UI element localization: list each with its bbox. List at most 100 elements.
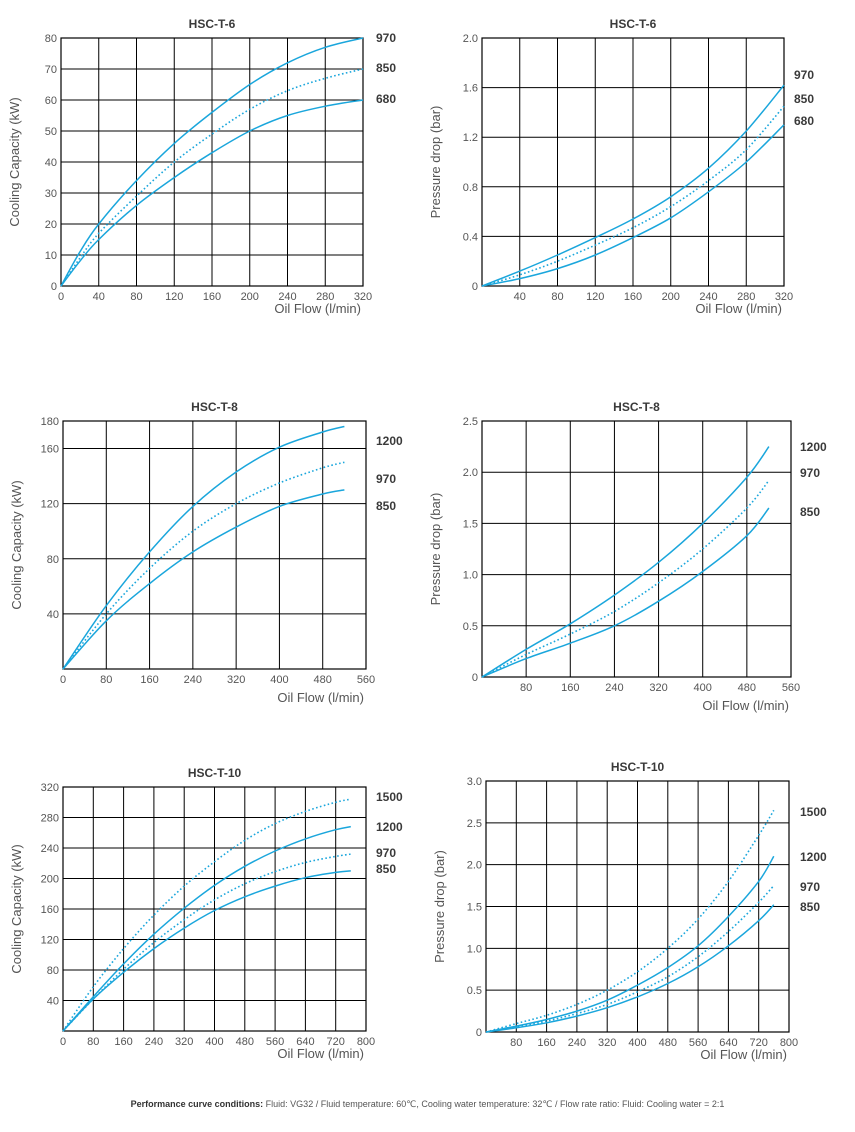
y-tick-label: 0.4	[463, 231, 478, 243]
y-tick-label: 200	[41, 874, 59, 886]
y-tick-label: 2.5	[463, 416, 478, 428]
x-axis-label: Oil Flow (l/min)	[695, 301, 782, 316]
x-tick-label: 640	[296, 1036, 314, 1048]
chart-3: HSC-T-8 0 80 160 240 320 400 480 560 40 80 120 160 18…	[9, 400, 403, 705]
y-tick-label: 0.8	[463, 182, 478, 194]
series-line-970	[481, 84, 785, 287]
x-tick-label: 800	[357, 1036, 375, 1048]
x-tick-label: 320	[227, 674, 245, 686]
series-label-970: 970	[794, 68, 814, 82]
series-label-680: 680	[376, 92, 396, 106]
series-label-970: 970	[800, 466, 820, 480]
series-line-850	[485, 904, 775, 1033]
y-tick-label: 0.5	[467, 985, 482, 997]
x-tick-label: 480	[738, 682, 756, 694]
y-tick-label: 1.5	[467, 902, 482, 914]
chart-6: HSC-T-10 80 160 240 320 400 480 560 640 720 800 0 0.…	[432, 760, 827, 1062]
x-tick-label: 280	[316, 291, 334, 303]
y-tick-label: 0	[472, 672, 478, 684]
y-tick-label: 1.0	[467, 943, 482, 955]
y-axis-label: Pressure drop (bar)	[432, 850, 447, 963]
chart-1: HSC-T-6 0 40 80 120 160 200 240 280 320 0 10 20 30 40 5…	[7, 17, 396, 316]
x-tick-label: 240	[605, 682, 623, 694]
series-line-970	[481, 479, 770, 678]
plot-frame	[481, 420, 792, 678]
x-tick-label: 160	[140, 674, 158, 686]
y-tick-label: 50	[45, 126, 57, 138]
series-label-850: 850	[376, 61, 396, 75]
x-axis-label: Oil Flow (l/min)	[277, 1046, 364, 1061]
x-tick-label: 160	[537, 1037, 555, 1049]
series-label-1500: 1500	[376, 790, 403, 804]
y-axis-label: Cooling Capacity (kW)	[9, 844, 24, 973]
x-tick-label: 80	[551, 291, 563, 303]
chart-title: HSC-T-8	[613, 400, 660, 414]
y-axis-label: Pressure drop (bar)	[428, 493, 443, 606]
x-tick-label: 160	[561, 682, 579, 694]
x-tick-label: 320	[598, 1037, 616, 1049]
y-axis-label: Cooling Capacity (kW)	[7, 97, 22, 226]
series-label-850: 850	[800, 900, 820, 914]
x-tick-label: 320	[175, 1036, 193, 1048]
y-tick-label: 2.0	[463, 33, 478, 45]
x-tick-label: 480	[236, 1036, 254, 1048]
y-tick-label: 0.5	[463, 621, 478, 633]
series-label-970: 970	[800, 880, 820, 894]
series-label-1500: 1500	[800, 805, 827, 819]
x-tick-label: 80	[100, 674, 112, 686]
series-label-1200: 1200	[800, 850, 827, 864]
x-tick-label: 240	[699, 291, 717, 303]
x-tick-label: 400	[205, 1036, 223, 1048]
y-tick-label: 1.2	[463, 132, 478, 144]
series-line-1200	[62, 425, 345, 670]
y-tick-label: 2.5	[467, 818, 482, 830]
y-tick-label: 60	[45, 95, 57, 107]
series-label-1200: 1200	[376, 434, 403, 448]
y-tick-label: 280	[41, 813, 59, 825]
series-line-850	[62, 870, 351, 1032]
x-tick-label: 800	[780, 1037, 798, 1049]
x-tick-label: 0	[60, 674, 66, 686]
y-tick-label: 320	[41, 782, 59, 794]
y-tick-label: 180	[41, 416, 59, 428]
y-tick-label: 40	[47, 609, 59, 621]
series-label-970: 970	[376, 31, 396, 45]
y-tick-label: 80	[45, 33, 57, 45]
series-label-850: 850	[376, 862, 396, 876]
y-tick-label: 240	[41, 843, 59, 855]
x-axis-label: Oil Flow (l/min)	[702, 698, 789, 713]
chart-title: HSC-T-10	[611, 760, 665, 774]
charts-canvas: HSC-T-6 0 40 80 120 160 200 240 280 320 0 10 20 30 40 5…	[7, 17, 827, 1062]
series-label-1200: 1200	[376, 820, 403, 834]
x-axis-label: Oil Flow (l/min)	[700, 1047, 787, 1062]
x-tick-label: 560	[689, 1037, 707, 1049]
x-tick-label: 80	[520, 682, 532, 694]
chart-4: HSC-T-8 80 160 240 320 400 480 560 0 0.5 1.0 1.5 2.0…	[428, 400, 827, 713]
x-tick-label: 280	[737, 291, 755, 303]
series-line-1500	[485, 809, 775, 1033]
x-tick-label: 560	[266, 1036, 284, 1048]
x-tick-label: 560	[782, 682, 800, 694]
x-tick-label: 240	[568, 1037, 586, 1049]
y-axis-label: Cooling Capacity (kW)	[9, 480, 24, 609]
x-tick-label: 720	[327, 1036, 345, 1048]
plot-frame	[60, 37, 364, 287]
series-label-850: 850	[794, 92, 814, 106]
x-tick-label: 560	[357, 674, 375, 686]
series-line-970	[62, 461, 345, 670]
plot-frame	[62, 786, 367, 1032]
x-tick-label: 40	[514, 291, 526, 303]
y-tick-label: 40	[45, 157, 57, 169]
x-tick-label: 320	[775, 291, 793, 303]
x-tick-label: 120	[586, 291, 604, 303]
series-label-970: 970	[376, 846, 396, 860]
x-tick-label: 160	[114, 1036, 132, 1048]
x-tick-label: 320	[649, 682, 667, 694]
series-line-1200	[485, 855, 775, 1033]
x-tick-label: 80	[87, 1036, 99, 1048]
series-label-850: 850	[800, 505, 820, 519]
performance-conditions-note: Performance curve conditions: Fluid: VG3…	[0, 1099, 855, 1110]
y-tick-label: 30	[45, 188, 57, 200]
series-label-970: 970	[376, 472, 396, 486]
